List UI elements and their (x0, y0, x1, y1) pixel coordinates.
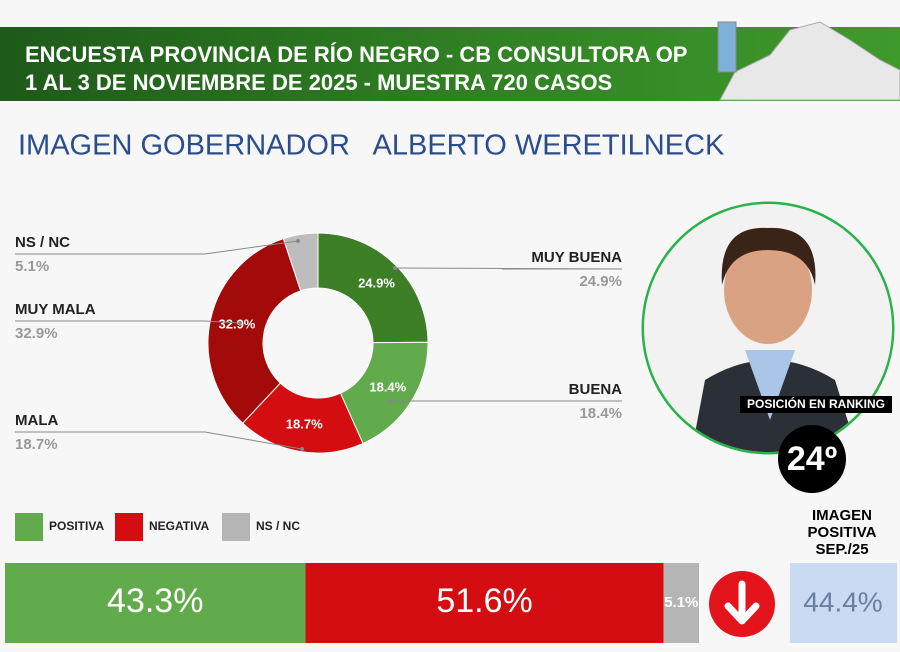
comparison-title: SEP./25 (815, 541, 868, 558)
leader-dot (388, 399, 392, 403)
leader-dot (296, 239, 300, 243)
bar-segment (305, 563, 664, 643)
slice-label: 18.7% (286, 416, 323, 431)
bar-label: 43.3% (107, 582, 203, 620)
category-label: MUY BUENA (531, 249, 622, 266)
slice-label: 32.9% (219, 317, 256, 332)
leader-line (204, 240, 299, 255)
legend-swatch (15, 513, 43, 541)
bar-label: 5.1% (664, 594, 698, 611)
bar-segment (663, 563, 699, 643)
ranking-badge (778, 425, 846, 493)
leader-dot (393, 266, 397, 270)
slice-label: 18.4% (369, 379, 406, 394)
photo-shirt (745, 350, 795, 420)
leader-line (204, 431, 303, 450)
legend-label: NS / NC (256, 519, 300, 533)
category-value: 18.7% (15, 436, 58, 453)
leader-line (204, 320, 241, 324)
legend-swatch (222, 513, 250, 541)
ranking-label: POSICIÓN EN RANKING (747, 396, 885, 411)
chart-title: IMAGEN GOBERNADOR ALBERTO WERETILNECK (18, 130, 725, 162)
comparison-title: IMAGEN (812, 507, 872, 524)
category-value: 18.4% (579, 405, 622, 422)
ranking-label-bg (740, 396, 892, 413)
bar-label: 51.6% (436, 582, 532, 620)
category-value: 24.9% (579, 273, 622, 290)
legend-swatch (115, 513, 143, 541)
category-label: MUY MALA (15, 301, 96, 318)
category-label: BUENA (569, 381, 623, 398)
category-label: MALA (15, 412, 58, 429)
comparison-box (790, 563, 897, 643)
bar-segment (5, 563, 306, 643)
comparison-value: 44.4% (803, 586, 882, 617)
legend-label: NEGATIVA (149, 519, 210, 533)
map (719, 21, 900, 101)
donut-slice (282, 232, 319, 292)
comparison-title: POSITIVA (808, 524, 877, 541)
ranking-position: 24º (787, 440, 837, 478)
trend-arrow (724, 580, 760, 625)
header-line: ENCUESTA PROVINCIA DE RÍO NEGRO - CB CON… (25, 42, 687, 67)
map-inset (717, 21, 737, 73)
category-value: 32.9% (15, 325, 58, 342)
photo-face (724, 236, 812, 344)
photo-hair (721, 227, 816, 285)
category-label: NS / NC (15, 234, 70, 251)
leader-dot (238, 321, 242, 325)
leader-dot (300, 447, 304, 451)
slice-label: 24.9% (358, 276, 395, 291)
legend-label: POSITIVA (49, 519, 104, 533)
donut-slice (317, 232, 429, 344)
header-line: 1 AL 3 DE NOVIEMBRE DE 2025 - MUESTRA 72… (25, 70, 612, 95)
category-value: 5.1% (15, 258, 49, 275)
